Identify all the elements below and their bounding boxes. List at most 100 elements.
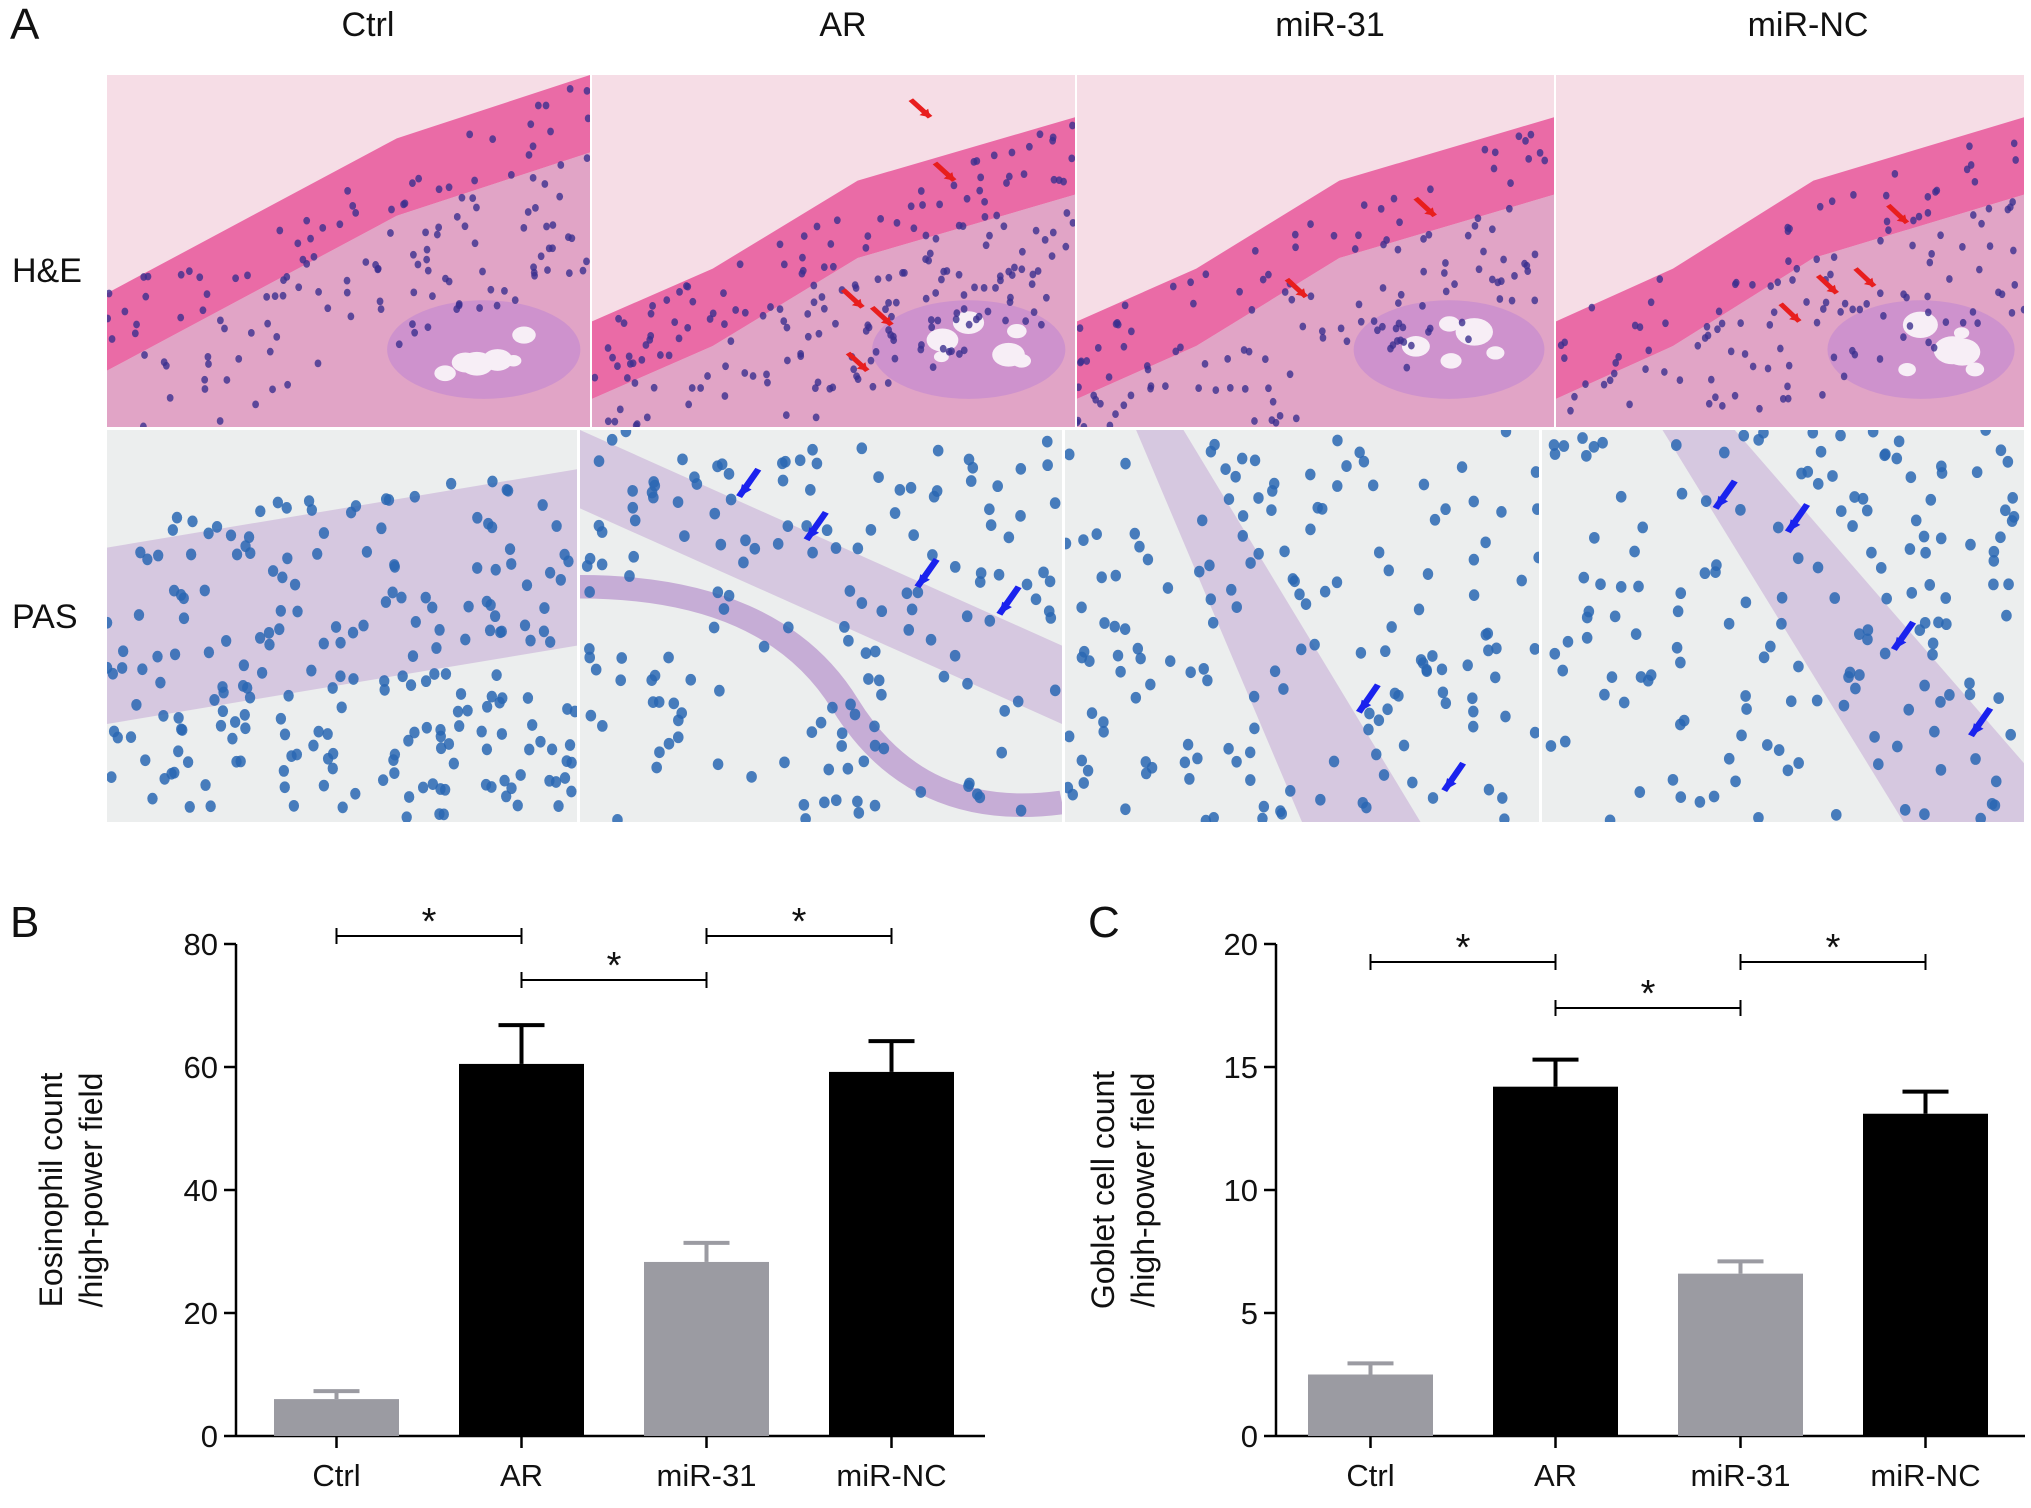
- nucleus: [231, 548, 243, 561]
- nucleus: [147, 792, 158, 805]
- nucleus: [1877, 289, 1884, 298]
- nucleus: [1231, 601, 1242, 613]
- nucleus: [1924, 209, 1932, 217]
- nucleus: [471, 176, 479, 185]
- nucleus: [175, 589, 187, 601]
- nucleus: [215, 719, 227, 732]
- nucleus: [1245, 557, 1256, 569]
- nucleus: [1212, 386, 1220, 394]
- nucleus: [1076, 754, 1088, 767]
- nucleus: [1220, 463, 1231, 475]
- nucleus: [480, 778, 492, 791]
- nucleus: [177, 270, 185, 279]
- nucleus: [1976, 265, 1983, 274]
- nucleus: [522, 692, 534, 704]
- nucleus: [377, 305, 385, 314]
- nucleus: [647, 696, 659, 709]
- nucleus: [1043, 605, 1055, 618]
- nucleus: [1903, 703, 1915, 716]
- nucleus: [1328, 755, 1340, 768]
- nucleus: [945, 347, 953, 356]
- nucleus: [1286, 370, 1294, 379]
- nucleus: [376, 297, 384, 306]
- he-tissue: [1556, 75, 2024, 427]
- nucleus: [689, 297, 697, 306]
- nucleus: [1257, 812, 1268, 822]
- nucleus: [665, 351, 673, 360]
- nucleus: [821, 524, 833, 537]
- nucleus: [555, 573, 566, 586]
- nucleus: [1237, 530, 1248, 542]
- nucleus: [1049, 228, 1057, 237]
- nucleus: [1965, 538, 1976, 551]
- nucleus: [1812, 561, 1824, 574]
- nucleus: [616, 652, 628, 664]
- nucleus: [1918, 530, 1930, 543]
- nucleus: [815, 329, 823, 338]
- nucleus: [1208, 812, 1219, 822]
- nucleus: [1120, 803, 1131, 816]
- nucleus: [1784, 382, 1791, 391]
- nucleus: [1294, 588, 1305, 601]
- nucleus: [597, 720, 608, 732]
- nucleus: [1840, 372, 1848, 381]
- nucleus: [1937, 231, 1944, 240]
- nucleus: [1281, 288, 1289, 296]
- nucleus: [1076, 601, 1087, 614]
- nucleus: [1856, 305, 1864, 314]
- nucleus: [1978, 219, 1985, 228]
- nucleus: [1764, 364, 1772, 373]
- nucleus: [303, 260, 311, 268]
- nucleus: [1049, 684, 1061, 697]
- nucleus: [643, 413, 651, 422]
- nucleus: [155, 676, 166, 689]
- nucleus: [247, 329, 255, 337]
- nucleus: [1240, 346, 1248, 354]
- nucleus: [1733, 278, 1740, 287]
- nucleus: [435, 223, 443, 232]
- nucleus: [557, 161, 565, 169]
- nucleus: [1086, 707, 1098, 719]
- nucleus: [862, 327, 870, 335]
- nucleus: [519, 619, 531, 632]
- nucleus: [433, 230, 441, 239]
- nucleus: [1581, 611, 1593, 624]
- nucleus: [1417, 657, 1429, 670]
- pas-image-mir31: [1065, 430, 1539, 822]
- nucleus: [487, 475, 498, 488]
- nucleus: [675, 334, 683, 343]
- nucleus: [435, 724, 446, 736]
- nucleus: [649, 302, 656, 310]
- nucleus: [135, 546, 146, 559]
- nucleus: [1060, 177, 1067, 186]
- row-label-pas: PAS: [12, 598, 78, 636]
- nucleus: [431, 642, 442, 654]
- nucleus: [256, 666, 268, 679]
- nucleus: [596, 526, 608, 538]
- he-tissue: [1077, 75, 1554, 427]
- nucleus: [1172, 347, 1180, 356]
- nucleus: [1523, 261, 1531, 270]
- nucleus: [1779, 395, 1787, 403]
- nucleus: [1332, 480, 1343, 492]
- nucleus: [2006, 515, 2018, 527]
- nucleus: [1919, 679, 1930, 692]
- nucleus: [235, 755, 246, 768]
- nucleus: [1567, 406, 1574, 415]
- nucleus: [1440, 503, 1451, 516]
- nucleus: [125, 731, 137, 744]
- nucleus: [1606, 671, 1618, 683]
- chondrocyte-lacuna: [926, 328, 959, 352]
- nucleus: [273, 332, 281, 341]
- nucleus: [496, 728, 508, 740]
- nucleus: [131, 329, 139, 338]
- nucleus: [1718, 319, 1726, 328]
- nucleus: [1357, 317, 1365, 326]
- nucleus: [499, 774, 510, 787]
- nucleus: [1933, 616, 1944, 629]
- nucleus: [553, 800, 564, 812]
- nucleus: [140, 754, 151, 767]
- nucleus: [663, 296, 671, 304]
- nucleus: [2011, 281, 2019, 289]
- nucleus: [267, 565, 279, 577]
